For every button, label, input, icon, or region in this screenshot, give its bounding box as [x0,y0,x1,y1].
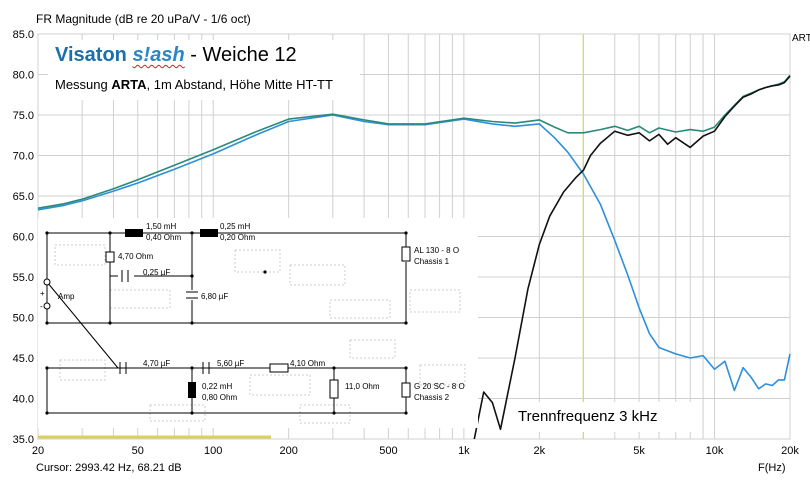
schematic-components [43,229,411,415]
schematic-nodes [45,231,408,415]
y-tick-label: 70.0 [13,151,34,163]
label-l2-r: 0,20 Ohm [220,233,255,242]
x-tick-label: 50 [132,445,144,457]
label-r2: 4,10 Ohm [290,359,325,368]
svg-text:-: - [40,302,43,311]
chart-markers [38,34,584,439]
brand-name: Visaton [55,44,127,66]
label-c2: 6,80 µF [201,292,228,301]
arta-watermark: ARTA [792,33,810,44]
amp-terminal-minus [43,302,51,310]
axis-tick-labels: 35.0 40.0 45.0 50.0 55.0 60.0 65.0 70.0 75.0 80.0… [13,29,800,457]
schematic-wires [46,232,407,414]
series-tweeter [473,75,791,440]
y-tick-label: 35.0 [13,434,34,446]
label-r3: 11,0 Ohm [345,382,380,391]
tweeter-symbol [401,382,411,398]
inductor-l2 [200,229,218,237]
x-tick-label: 200 [279,445,297,457]
crossover-schematic: 1,50 mH 0,40 Ohm 0,25 mH 0,20 Ohm 4,70 O… [38,218,478,428]
x-tick-label: 20 [32,445,44,457]
woofer-symbol [401,246,411,262]
capacitor-c3 [119,362,127,374]
subtitle-suffix: , 1m Abstand, Höhe Mitte HT-TT [146,77,333,92]
chart-title: FR Magnitude (dB re 20 uPa/V - 1/6 oct) [36,12,251,26]
y-tick-label: 80.0 [13,70,34,82]
measurement-subtitle: Messung ARTA, 1m Abstand, Höhe Mitte HT-… [55,77,333,92]
title-separator: - [190,44,197,66]
x-tick-label: 10k [706,445,724,457]
label-c4: 5,60 µF [217,359,244,368]
label-tweeter-chassis: Chassis 2 [414,393,450,402]
y-tick-label: 85.0 [13,29,34,41]
label-l2: 0,25 mH [220,222,250,231]
crossover-note: Trennfrequenz 3 kHz [512,402,698,432]
label-woofer: AL 130 - 8 O [414,246,459,255]
x-tick-label: 20k [781,445,799,457]
y-tick-label: 75.0 [13,110,34,122]
resistor-r2 [269,363,289,373]
y-tick-label: 45.0 [13,353,34,365]
chart-series [37,74,791,440]
inductor-l3 [188,382,196,398]
y-tick-label: 40.0 [13,394,34,406]
resistor-r3 [329,379,339,399]
model-name: Weiche 12 [202,44,297,66]
label-woofer-chassis: Chassis 1 [414,257,450,266]
y-tick-label: 55.0 [13,272,34,284]
label-l1: 1,50 mH [146,222,176,231]
subtitle-bold: ARTA [111,77,147,92]
label-c3: 4,70 µF [143,359,170,368]
amp-terminal-plus [43,278,51,286]
y-tick-label: 65.0 [13,191,34,203]
brand-title: Visaton s!ash - Weiche 12 [55,44,297,67]
y-tick-label: 60.0 [13,232,34,244]
label-tweeter: G 20 SC - 8 O [414,382,465,391]
capacitor-c4 [202,362,210,374]
label-l3: 0,22 mH [202,382,232,391]
annotation-box [48,40,360,100]
x-tick-label: 1k [458,445,470,457]
cursor-readout: Cursor: 2993.42 Hz, 68.21 dB [36,462,182,474]
product-name: s!ash [132,44,185,66]
subtitle-prefix: Messung [55,77,108,92]
inductor-l1 [125,229,143,237]
label-c1: 0,25 µF [143,268,170,277]
svg-text:+: + [40,289,45,298]
x-tick-label: 100 [204,445,222,457]
x-tick-label: 2k [534,445,546,457]
label-l1-r: 0,40 Ohm [146,233,181,242]
capacitor-c2 [186,291,198,299]
y-tick-label: 50.0 [13,313,34,325]
resistor-r1 [105,251,115,263]
schematic-labels: 1,50 mH 0,40 Ohm 0,25 mH 0,20 Ohm 4,70 O… [40,222,465,402]
label-amp: Amp [58,292,75,301]
x-tick-label: 5k [633,445,645,457]
series-woofer [37,114,791,392]
label-l3-r: 0,80 Ohm [202,393,237,402]
label-r1: 4,70 Ohm [118,252,153,261]
x-axis-unit: F(Hz) [758,462,786,474]
capacitor-c1 [121,270,129,282]
x-tick-label: 500 [379,445,397,457]
